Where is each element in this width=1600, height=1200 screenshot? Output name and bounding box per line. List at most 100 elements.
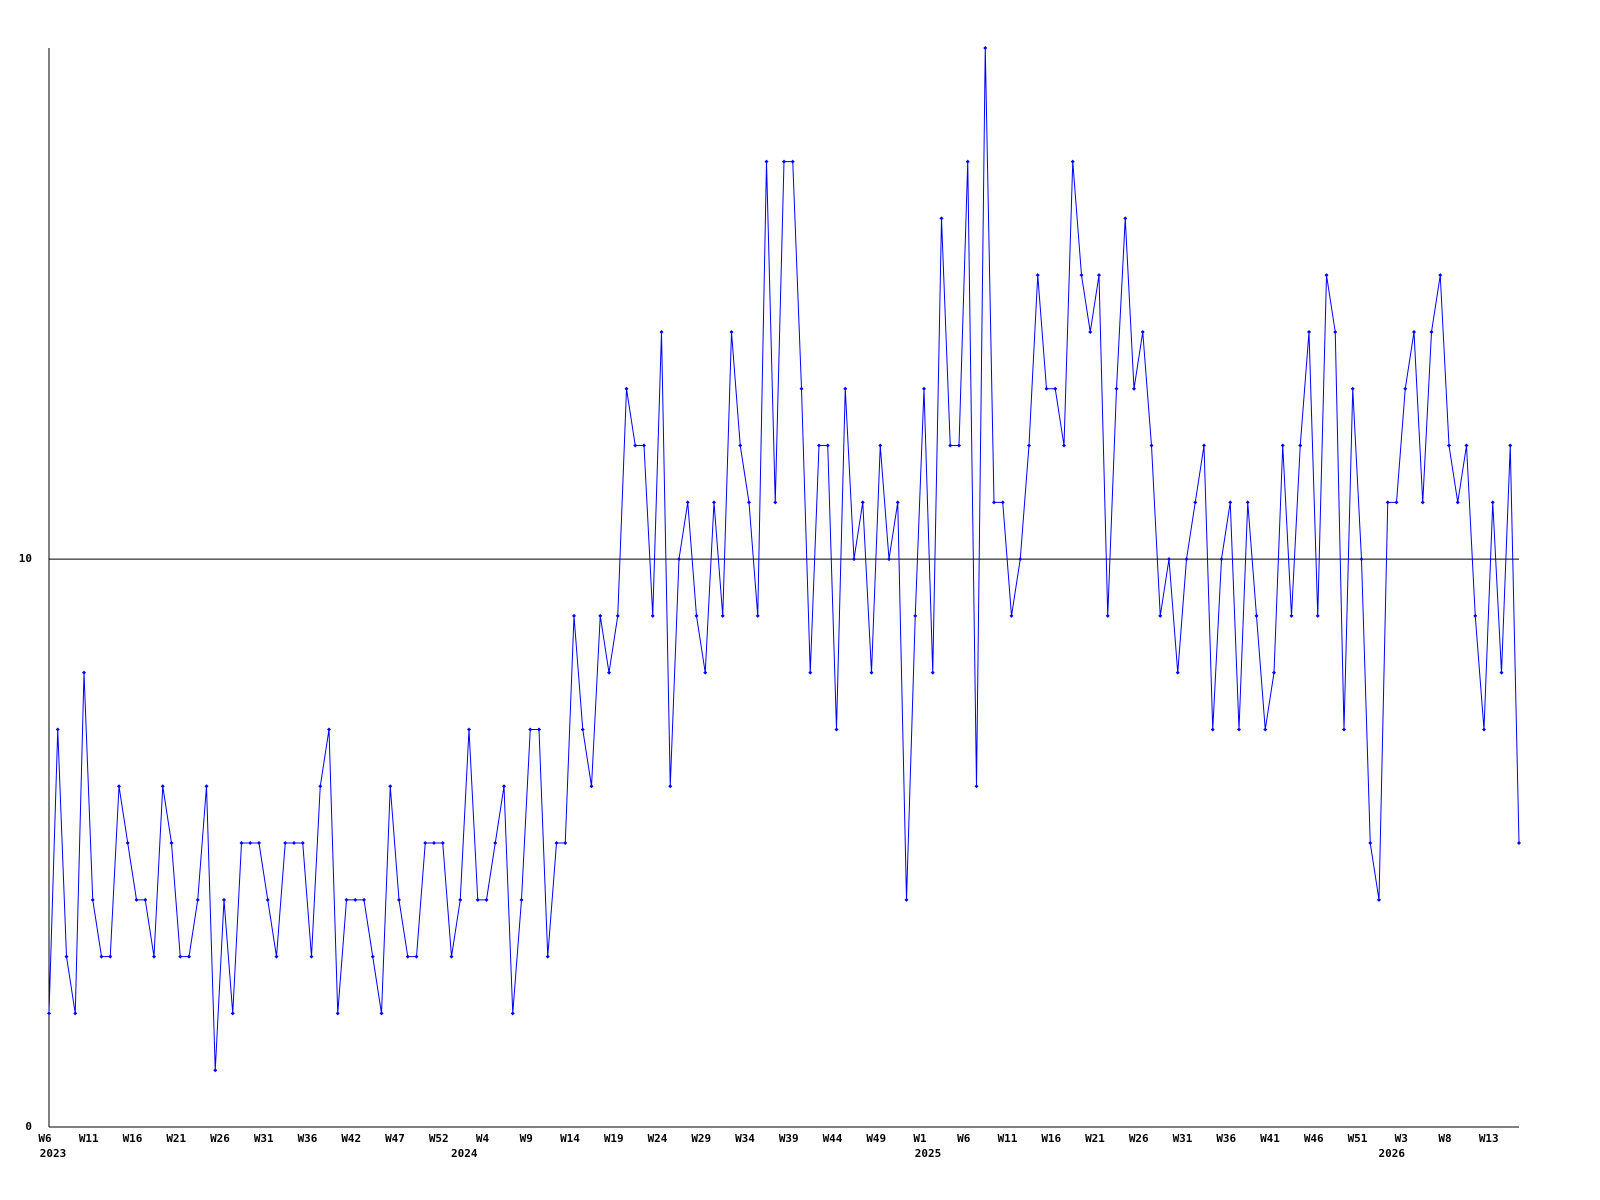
data-point [1307, 329, 1311, 334]
data-point [143, 897, 148, 902]
data-point [1429, 329, 1434, 334]
data-point [1464, 443, 1469, 448]
data-point [152, 954, 156, 959]
data-point [1359, 557, 1364, 562]
data-point [283, 841, 288, 846]
x-tick-label: W42 [341, 1132, 361, 1145]
x-tick-label: W31 [254, 1132, 274, 1145]
data-point [239, 841, 244, 846]
data-point [1000, 500, 1005, 505]
data-point [1123, 216, 1128, 221]
data-point [808, 670, 813, 675]
x-tick-label: W47 [385, 1132, 405, 1145]
data-point [939, 216, 944, 221]
data-point [834, 727, 839, 732]
data-point [860, 500, 865, 505]
data-point [545, 954, 550, 959]
data-point [1455, 500, 1460, 505]
data-point [467, 727, 471, 732]
data-point [370, 954, 375, 959]
data-point [878, 443, 883, 448]
x-tick-label: W29 [691, 1132, 711, 1145]
data-point [843, 386, 848, 391]
x-tick-label: W49 [866, 1132, 886, 1145]
data-point [650, 613, 655, 618]
data-point [449, 954, 454, 959]
data-point [388, 784, 393, 789]
data-point [55, 727, 60, 732]
data-point [712, 500, 716, 505]
data-point [1333, 329, 1338, 334]
data-point [117, 784, 121, 789]
data-point [1009, 613, 1014, 618]
data-point [1018, 557, 1023, 562]
data-point [782, 159, 786, 164]
data-point [1035, 273, 1040, 278]
data-point [1412, 329, 1416, 334]
data-point [580, 727, 585, 732]
data-point [1499, 670, 1504, 675]
data-point [1368, 841, 1373, 846]
data-point [615, 613, 620, 618]
data-point [563, 841, 568, 846]
data-point [423, 841, 428, 846]
data-point [1315, 613, 1320, 618]
x-year-label: 2026 [1379, 1147, 1406, 1160]
x-tick-label: W4 [476, 1132, 490, 1145]
data-point [572, 613, 576, 618]
data-point [1289, 613, 1294, 618]
data-point [668, 784, 673, 789]
data-point [414, 954, 419, 959]
data-point [1175, 670, 1180, 675]
data-point [475, 897, 480, 902]
data-point [1245, 500, 1250, 505]
data-point [160, 784, 165, 789]
data-point [440, 841, 445, 846]
data-point [1473, 613, 1478, 618]
x-tick-label: W11 [79, 1132, 99, 1145]
data-point [1237, 727, 1241, 732]
x-tick-label: W41 [1260, 1132, 1280, 1145]
data-point [1097, 273, 1101, 278]
data-point [825, 443, 830, 448]
data-point [1280, 443, 1285, 448]
x-tick-label: W3 [1395, 1132, 1408, 1145]
data-point [1324, 273, 1329, 278]
x-tick-label: W11 [998, 1132, 1018, 1145]
data-point [598, 613, 603, 618]
data-point [1114, 386, 1119, 391]
data-point [1420, 500, 1425, 505]
x-tick-label: W9 [520, 1132, 533, 1145]
data-point [720, 613, 725, 618]
data-point [755, 613, 760, 618]
data-point [913, 613, 918, 618]
data-point [799, 386, 804, 391]
data-point [1079, 273, 1084, 278]
data-point [965, 159, 970, 164]
x-tick-label: W44 [823, 1132, 843, 1145]
x-tick-label: W52 [429, 1132, 449, 1145]
y-tick-label: 0 [25, 1120, 32, 1133]
data-point [1385, 500, 1390, 505]
data-point [344, 897, 349, 902]
data-point [73, 1011, 78, 1016]
data-point [90, 897, 95, 902]
data-point [930, 670, 935, 675]
data-point [1403, 386, 1408, 391]
data-point [1070, 159, 1075, 164]
data-point [458, 897, 463, 902]
data-point [510, 1011, 515, 1016]
data-point [948, 443, 953, 448]
data-point [1228, 500, 1233, 505]
x-tick-label: W16 [1041, 1132, 1061, 1145]
data-point [642, 443, 646, 448]
data-point [624, 386, 629, 391]
data-point [1193, 500, 1198, 505]
data-point [327, 727, 331, 732]
x-tick-label: W1 [913, 1132, 927, 1145]
x-tick-label: W34 [735, 1132, 755, 1145]
x-tick-label: W19 [604, 1132, 624, 1145]
data-point [493, 841, 498, 846]
data-point [983, 46, 988, 50]
data-point [64, 954, 69, 959]
